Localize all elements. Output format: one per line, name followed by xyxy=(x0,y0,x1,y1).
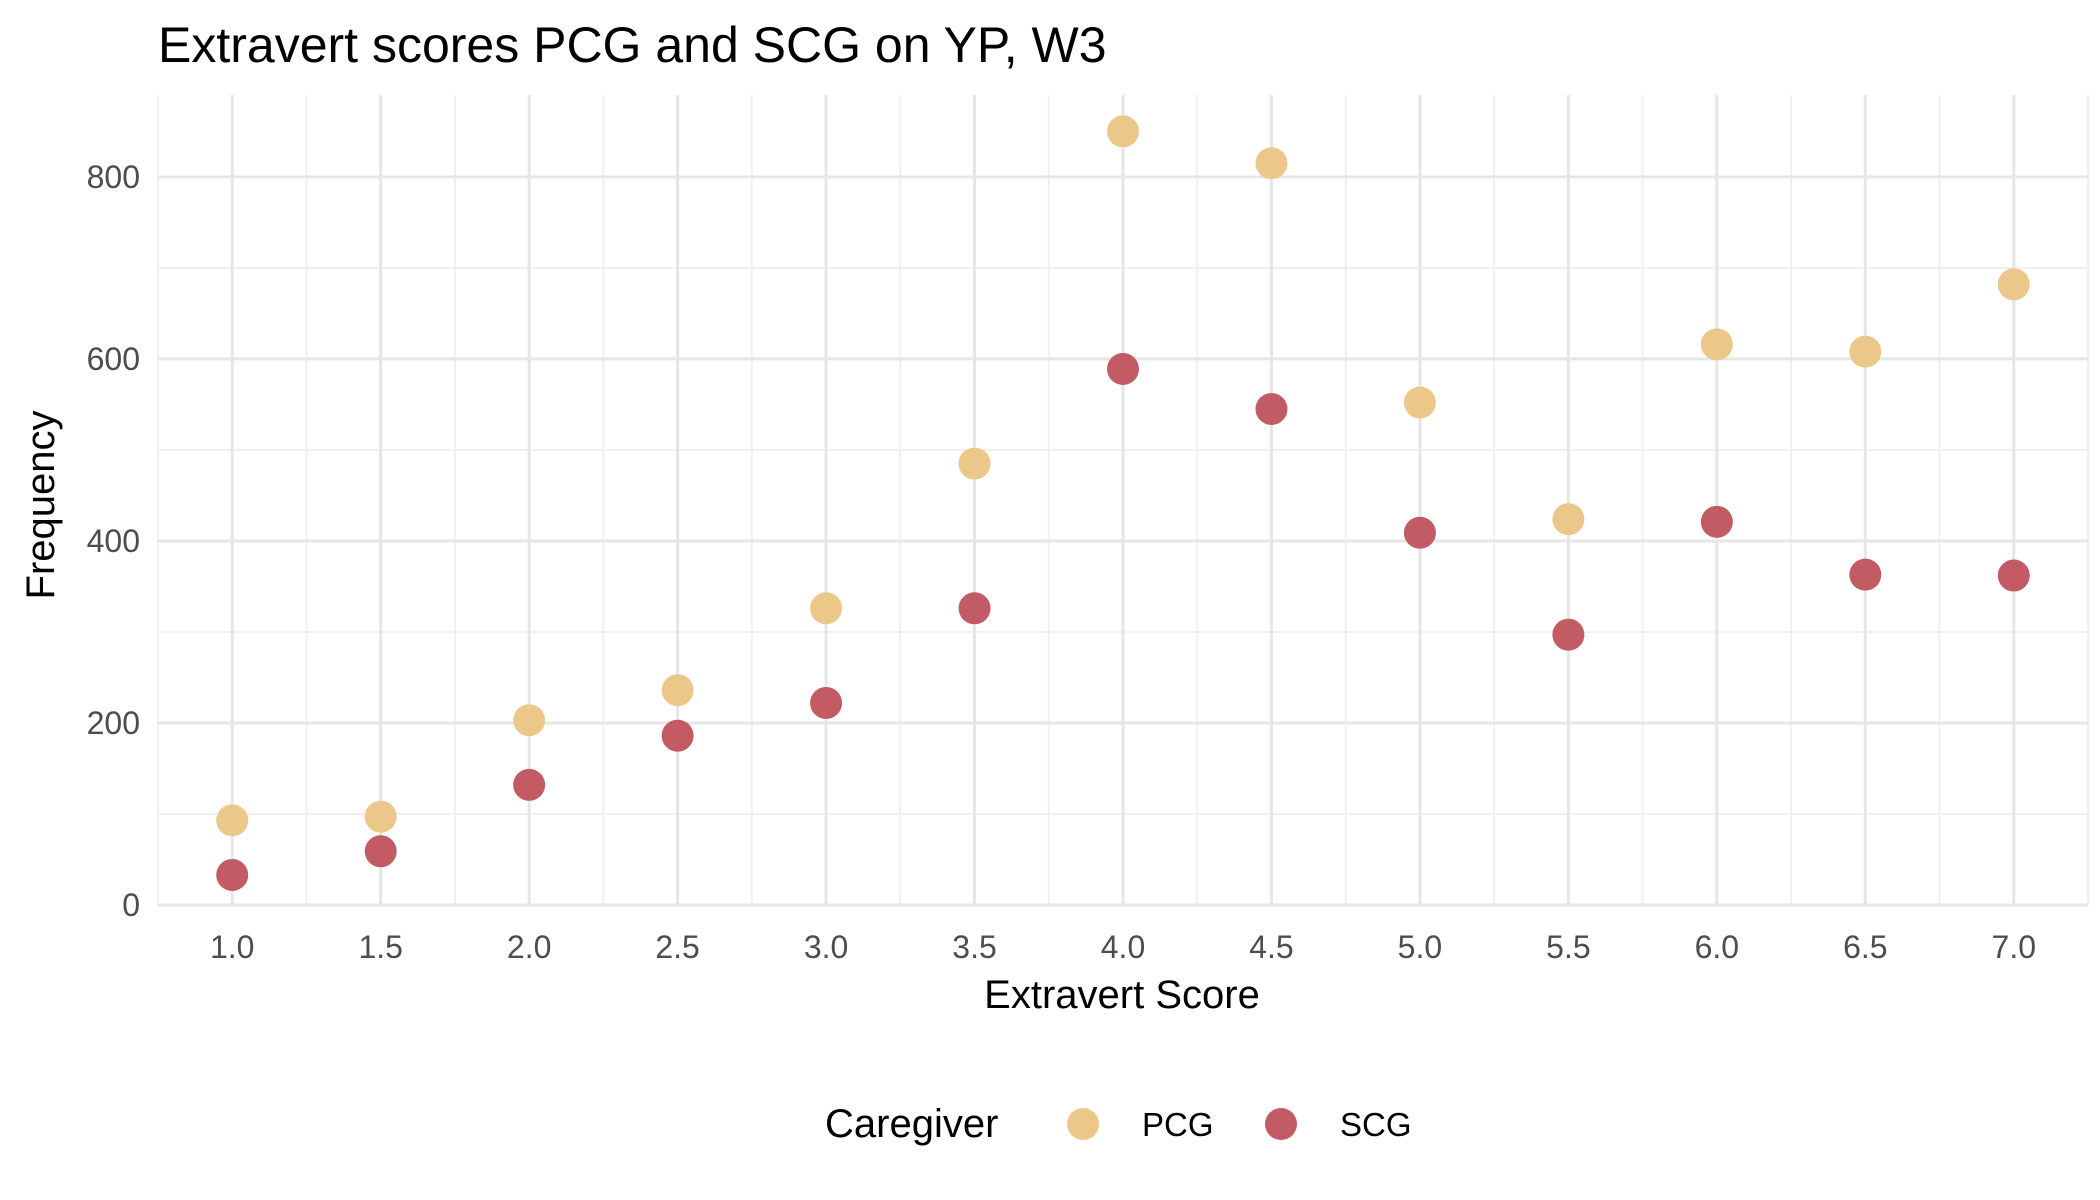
x-tick-label: 6.5 xyxy=(1843,929,1887,965)
data-point-scg xyxy=(1997,559,2030,592)
x-axis-ticks: 1.0 1.5 2.0 2.5 3.0 3.5 4.0 4.5 5.0 5.5 6.0 6.5 7.0 xyxy=(210,929,2036,965)
x-tick-label: 6.0 xyxy=(1695,929,1739,965)
legend-key-pcg xyxy=(1067,1108,1099,1140)
x-tick-label: 2.5 xyxy=(655,929,699,965)
legend: Caregiver PCG SCG xyxy=(825,1102,1412,1146)
y-tick-label: 400 xyxy=(87,523,140,559)
data-point-scg xyxy=(1849,558,1882,591)
x-tick-label: 5.0 xyxy=(1398,929,1442,965)
y-tick-label: 200 xyxy=(87,705,140,741)
x-tick-label: 4.0 xyxy=(1101,929,1145,965)
data-point-pcg xyxy=(661,674,694,707)
data-point-scg xyxy=(216,858,249,891)
x-tick-label: 3.0 xyxy=(804,929,848,965)
data-point-scg xyxy=(513,768,546,801)
legend-title: Caregiver xyxy=(825,1102,998,1146)
data-point-scg xyxy=(364,835,397,868)
data-point-scg xyxy=(958,592,991,625)
data-point-scg xyxy=(1403,516,1436,549)
data-point-scg xyxy=(1107,352,1139,385)
data-point-pcg xyxy=(1849,335,1882,368)
data-point-scg xyxy=(1552,618,1585,651)
grid xyxy=(157,95,2089,907)
y-axis-ticks: 0 200 400 600 800 xyxy=(87,159,140,923)
data-points xyxy=(216,115,2030,891)
legend-key-scg xyxy=(1265,1108,1297,1140)
y-tick-label: 600 xyxy=(87,341,140,377)
x-tick-label: 5.5 xyxy=(1546,929,1590,965)
x-tick-label: 7.0 xyxy=(1992,929,2036,965)
chart-title: Extravert scores PCG and SCG on YP, W3 xyxy=(158,17,1107,73)
data-point-pcg xyxy=(1700,328,1733,361)
x-tick-label: 2.0 xyxy=(507,929,551,965)
legend-items: PCG SCG xyxy=(1067,1106,1412,1143)
series-pcg xyxy=(216,115,2030,837)
data-point-pcg xyxy=(1552,503,1585,536)
x-tick-label: 3.5 xyxy=(952,929,996,965)
legend-label-pcg: PCG xyxy=(1142,1106,1214,1143)
data-point-scg xyxy=(810,686,843,719)
y-tick-label: 0 xyxy=(122,887,140,923)
data-point-pcg xyxy=(810,592,843,625)
data-point-pcg xyxy=(364,800,397,833)
x-tick-label: 1.5 xyxy=(358,929,402,965)
x-tick-label: 4.5 xyxy=(1249,929,1293,965)
data-point-scg xyxy=(1255,392,1288,425)
data-point-pcg xyxy=(1997,268,2030,301)
data-point-pcg xyxy=(1107,115,1139,148)
data-point-scg xyxy=(661,719,694,752)
series-scg xyxy=(216,352,2030,891)
x-tick-label: 1.0 xyxy=(210,929,254,965)
y-axis-title: Frequency xyxy=(19,411,63,600)
data-point-scg xyxy=(1700,505,1733,538)
x-axis-title: Extravert Score xyxy=(984,973,1260,1017)
data-point-pcg xyxy=(216,804,249,837)
data-point-pcg xyxy=(513,704,546,737)
data-point-pcg xyxy=(1403,386,1436,419)
data-point-pcg xyxy=(958,447,991,480)
legend-label-scg: SCG xyxy=(1340,1106,1412,1143)
data-point-pcg xyxy=(1255,147,1288,180)
y-tick-label: 800 xyxy=(87,159,140,195)
